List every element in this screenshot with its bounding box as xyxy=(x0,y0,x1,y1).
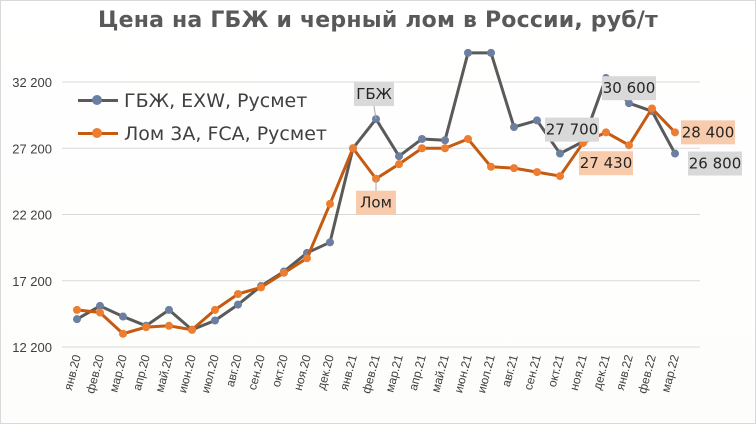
data-point-scrap xyxy=(533,168,541,177)
data-point-gbzh xyxy=(119,312,127,321)
y-tick-label: 32 200 xyxy=(12,75,52,90)
annotation-label: 28 400 xyxy=(682,123,735,141)
data-point-gbzh xyxy=(326,238,334,247)
x-tick-label: фев.22 xyxy=(635,353,659,395)
data-point-scrap xyxy=(441,144,449,153)
data-point-gbzh xyxy=(165,305,173,314)
chart-title: Цена на ГБЖ и черный лом в России, руб/т xyxy=(98,8,658,33)
legend-swatch-gbzh xyxy=(78,88,118,114)
annotation-box xyxy=(545,117,599,142)
data-point-gbzh xyxy=(395,152,403,161)
x-tick-label: фев.21 xyxy=(359,353,383,395)
annotation-box xyxy=(579,151,633,176)
x-tick-label: май.21 xyxy=(428,353,452,394)
data-point-scrap xyxy=(326,199,334,208)
x-tick-label: авг.20 xyxy=(223,353,245,388)
x-tick-label: ноя.20 xyxy=(291,353,314,392)
data-point-scrap xyxy=(349,144,357,153)
x-tick-label: июл.20 xyxy=(198,353,222,395)
data-point-scrap xyxy=(602,128,610,137)
data-point-scrap xyxy=(303,254,311,263)
x-tick-label: фев.20 xyxy=(83,353,107,395)
data-point-scrap xyxy=(395,160,403,169)
data-point-gbzh xyxy=(96,301,104,310)
x-tick-label: янв.20 xyxy=(61,353,84,392)
annotation-label: 26 800 xyxy=(689,155,742,173)
data-point-gbzh xyxy=(556,149,564,158)
annotation-label: 27 430 xyxy=(580,154,633,172)
x-tick-label: ноя.21 xyxy=(567,353,590,392)
data-point-gbzh xyxy=(533,116,541,125)
data-point-scrap xyxy=(188,325,196,334)
data-point-gbzh xyxy=(73,315,81,324)
x-tick-label: мар.22 xyxy=(658,353,682,394)
x-tick-label: дек.20 xyxy=(314,353,337,391)
x-tick-label: июл.21 xyxy=(474,353,498,395)
x-tick-label: янв.22 xyxy=(613,353,636,392)
data-point-scrap xyxy=(142,323,150,332)
annotation-box xyxy=(681,120,735,145)
data-point-gbzh xyxy=(625,99,633,108)
x-tick-label: апр.21 xyxy=(406,353,429,392)
data-point-gbzh xyxy=(671,149,679,158)
data-point-scrap xyxy=(464,134,472,143)
annotation-label: 27 700 xyxy=(546,121,599,139)
data-point-scrap xyxy=(257,283,265,292)
data-point-scrap xyxy=(487,162,495,171)
annotation-box xyxy=(688,151,742,176)
legend-label-gbzh: ГБЖ, EXW, Русмет xyxy=(124,90,308,112)
annotation-box xyxy=(356,190,396,215)
data-point-scrap xyxy=(234,290,242,298)
data-point-scrap xyxy=(556,172,564,181)
x-tick-label: окт.21 xyxy=(545,353,567,389)
data-point-scrap xyxy=(280,268,288,277)
legend-label-scrap: Лом 3А, FCA, Русмет xyxy=(124,123,327,145)
x-tick-label: июн.21 xyxy=(451,353,475,395)
data-point-gbzh xyxy=(487,48,495,57)
x-tick-label: апр.20 xyxy=(130,353,153,392)
legend-item-scrap: Лом 3А, FCA, Русмет xyxy=(78,121,327,147)
data-point-scrap xyxy=(625,141,633,150)
x-tick-label: сен.20 xyxy=(245,353,268,392)
data-point-scrap xyxy=(671,128,679,137)
annotation-leader xyxy=(373,106,377,120)
data-point-scrap xyxy=(119,329,127,338)
x-tick-label: окт.20 xyxy=(269,353,291,389)
legend-item-gbzh: ГБЖ, EXW, Русмет xyxy=(78,88,307,114)
data-point-gbzh xyxy=(510,123,518,132)
x-tick-label: май.20 xyxy=(152,353,176,394)
data-point-scrap xyxy=(648,104,656,113)
x-tick-label: мар.20 xyxy=(106,353,130,394)
data-point-gbzh xyxy=(441,136,449,145)
x-tick-label: сен.21 xyxy=(521,353,544,392)
x-tick-label: июн.20 xyxy=(175,353,199,395)
data-point-scrap xyxy=(73,305,81,314)
x-tick-label: янв.21 xyxy=(337,353,360,392)
legend-swatch-scrap xyxy=(78,121,118,147)
annotation-box xyxy=(602,76,656,101)
annotation-label: ГБЖ xyxy=(356,85,392,103)
y-tick-label: 12 200 xyxy=(12,340,52,355)
y-tick-label: 27 200 xyxy=(12,141,52,156)
x-tick-label: дек.21 xyxy=(590,353,613,391)
annotation-box xyxy=(354,82,394,107)
data-point-scrap xyxy=(211,305,219,314)
data-point-scrap xyxy=(510,164,518,173)
data-point-scrap xyxy=(418,144,426,153)
data-point-gbzh xyxy=(418,134,426,143)
data-point-gbzh xyxy=(211,316,219,325)
y-tick-label: 22 200 xyxy=(12,208,52,223)
data-point-scrap xyxy=(96,308,104,317)
x-tick-label: мар.21 xyxy=(382,353,406,394)
annotation-label: 30 600 xyxy=(603,79,656,97)
data-point-gbzh xyxy=(234,300,242,309)
x-tick-label: авг.21 xyxy=(499,353,521,388)
data-point-gbzh xyxy=(464,48,472,57)
data-point-scrap xyxy=(165,321,173,330)
annotation-label: Лом xyxy=(360,194,392,212)
y-tick-label: 17 200 xyxy=(12,274,52,289)
